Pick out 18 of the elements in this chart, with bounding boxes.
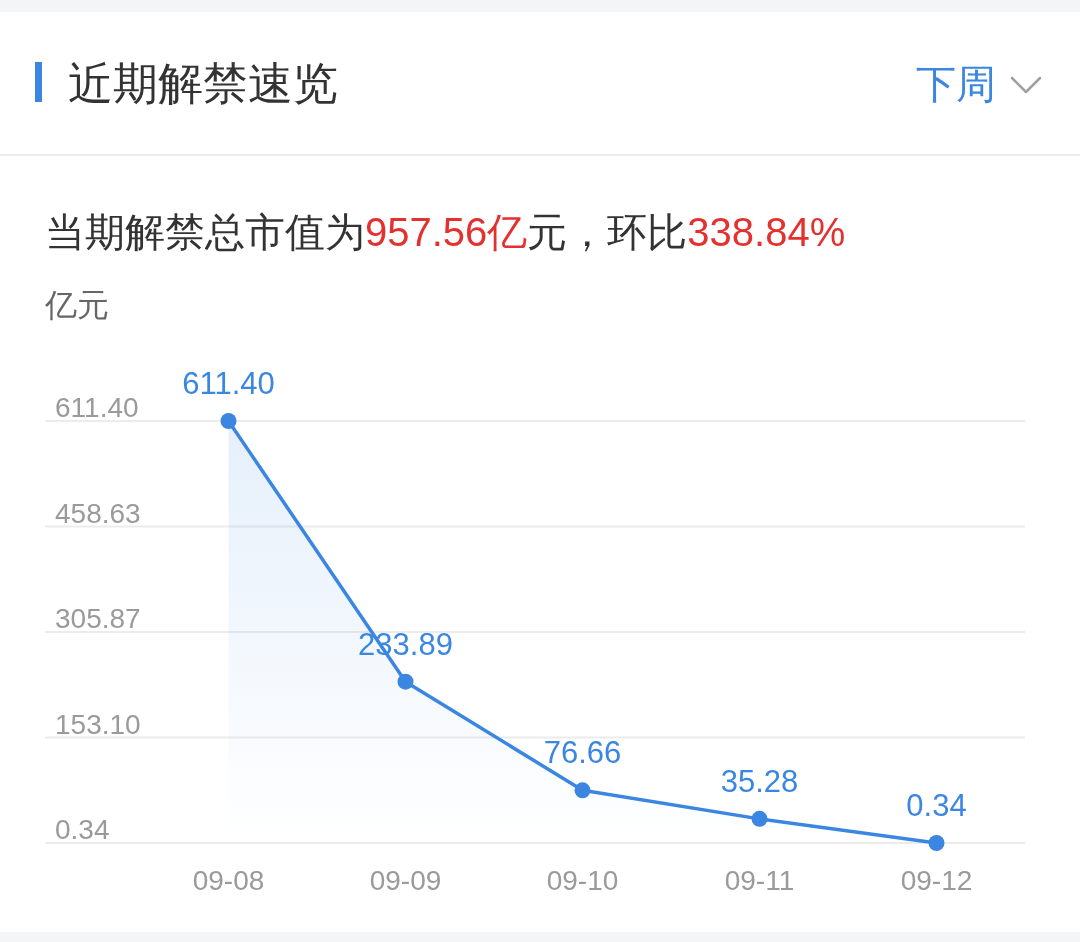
y-tick-label: 611.40 [55, 392, 139, 423]
x-tick-label: 09-11 [724, 865, 795, 896]
data-label: 611.40 [182, 366, 275, 401]
data-label: 35.28 [720, 763, 799, 799]
x-tick-label: 09-09 [369, 865, 442, 896]
chart-title: 近期解禁速览 [68, 58, 338, 109]
data-label: 0.34 [906, 788, 967, 823]
y-tick-label: 153.10 [55, 708, 141, 740]
y-tick-label: 458.63 [55, 497, 141, 529]
x-tick-label: 09-10 [546, 865, 619, 896]
x-tick-label: 09-08 [192, 865, 265, 896]
chart-subtitle: 当期解禁总市值为957.56亿元，环比338.84% [45, 210, 846, 254]
data-label: 76.66 [543, 735, 622, 771]
y-tick-label: 305.87 [55, 603, 141, 634]
y-tick-label: 0.34 [55, 814, 110, 845]
x-tick-label: 09-12 [900, 865, 973, 896]
y-axis-title: 亿元 [44, 287, 109, 323]
text: 下周 [916, 62, 996, 106]
